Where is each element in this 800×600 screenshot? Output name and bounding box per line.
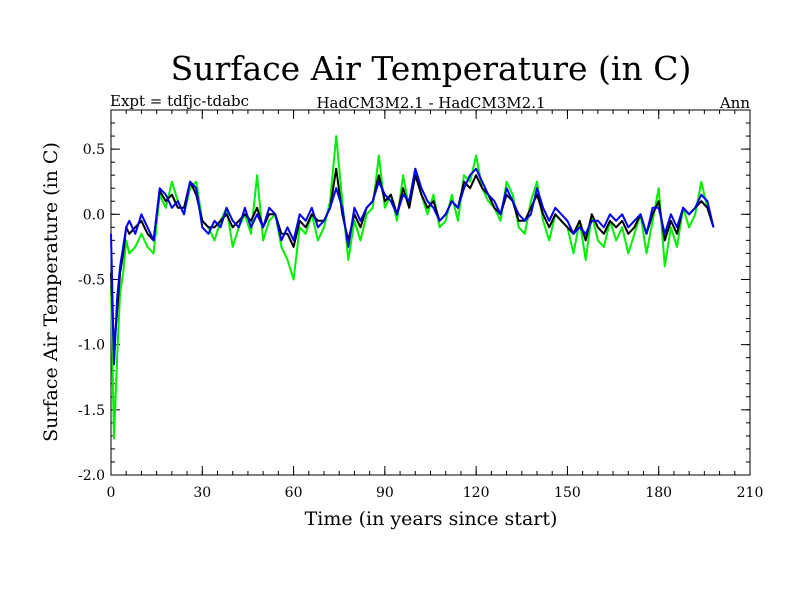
- model-label: HadCM3M2.1 - HadCM3M2.1: [316, 94, 545, 112]
- y-axis-tick-labels: -2.0 -1.5 -1.0 -0.5 0.0 0.5: [78, 142, 105, 484]
- series-lines: [110, 135, 715, 440]
- x-tick-label: 210: [737, 485, 764, 501]
- series-line-black: [110, 167, 715, 353]
- y-tick-label: 0.5: [83, 142, 105, 158]
- x-tick-label: 30: [193, 485, 211, 501]
- x-tick-label: 60: [285, 485, 303, 501]
- axis-ticks: [110, 109, 751, 476]
- y-tick-label: -2.0: [78, 468, 105, 484]
- x-tick-label: 150: [554, 485, 581, 501]
- y-tick-label: -0.5: [78, 272, 105, 288]
- x-axis-tick-labels: 0 30 60 90 120 150 180 210: [107, 485, 764, 501]
- x-tick-label: 180: [645, 485, 672, 501]
- y-tick-label: 0.0: [83, 207, 105, 223]
- series-line-blue: [110, 167, 715, 366]
- y-tick-label: -1.5: [78, 403, 105, 419]
- chart-title: Surface Air Temperature (in C): [171, 49, 692, 88]
- x-tick-label: 0: [107, 485, 116, 501]
- y-axis-label: Surface Air Temperature (in C): [40, 142, 62, 442]
- x-tick-label: 90: [376, 485, 394, 501]
- plot-frame: [110, 109, 751, 476]
- season-label: Ann: [719, 94, 750, 112]
- x-tick-label: 120: [463, 485, 490, 501]
- y-tick-label: -1.0: [78, 338, 105, 354]
- x-axis-label: Time (in years since start): [305, 508, 558, 530]
- experiment-label: Expt = tdfjc-tdabc: [110, 92, 249, 110]
